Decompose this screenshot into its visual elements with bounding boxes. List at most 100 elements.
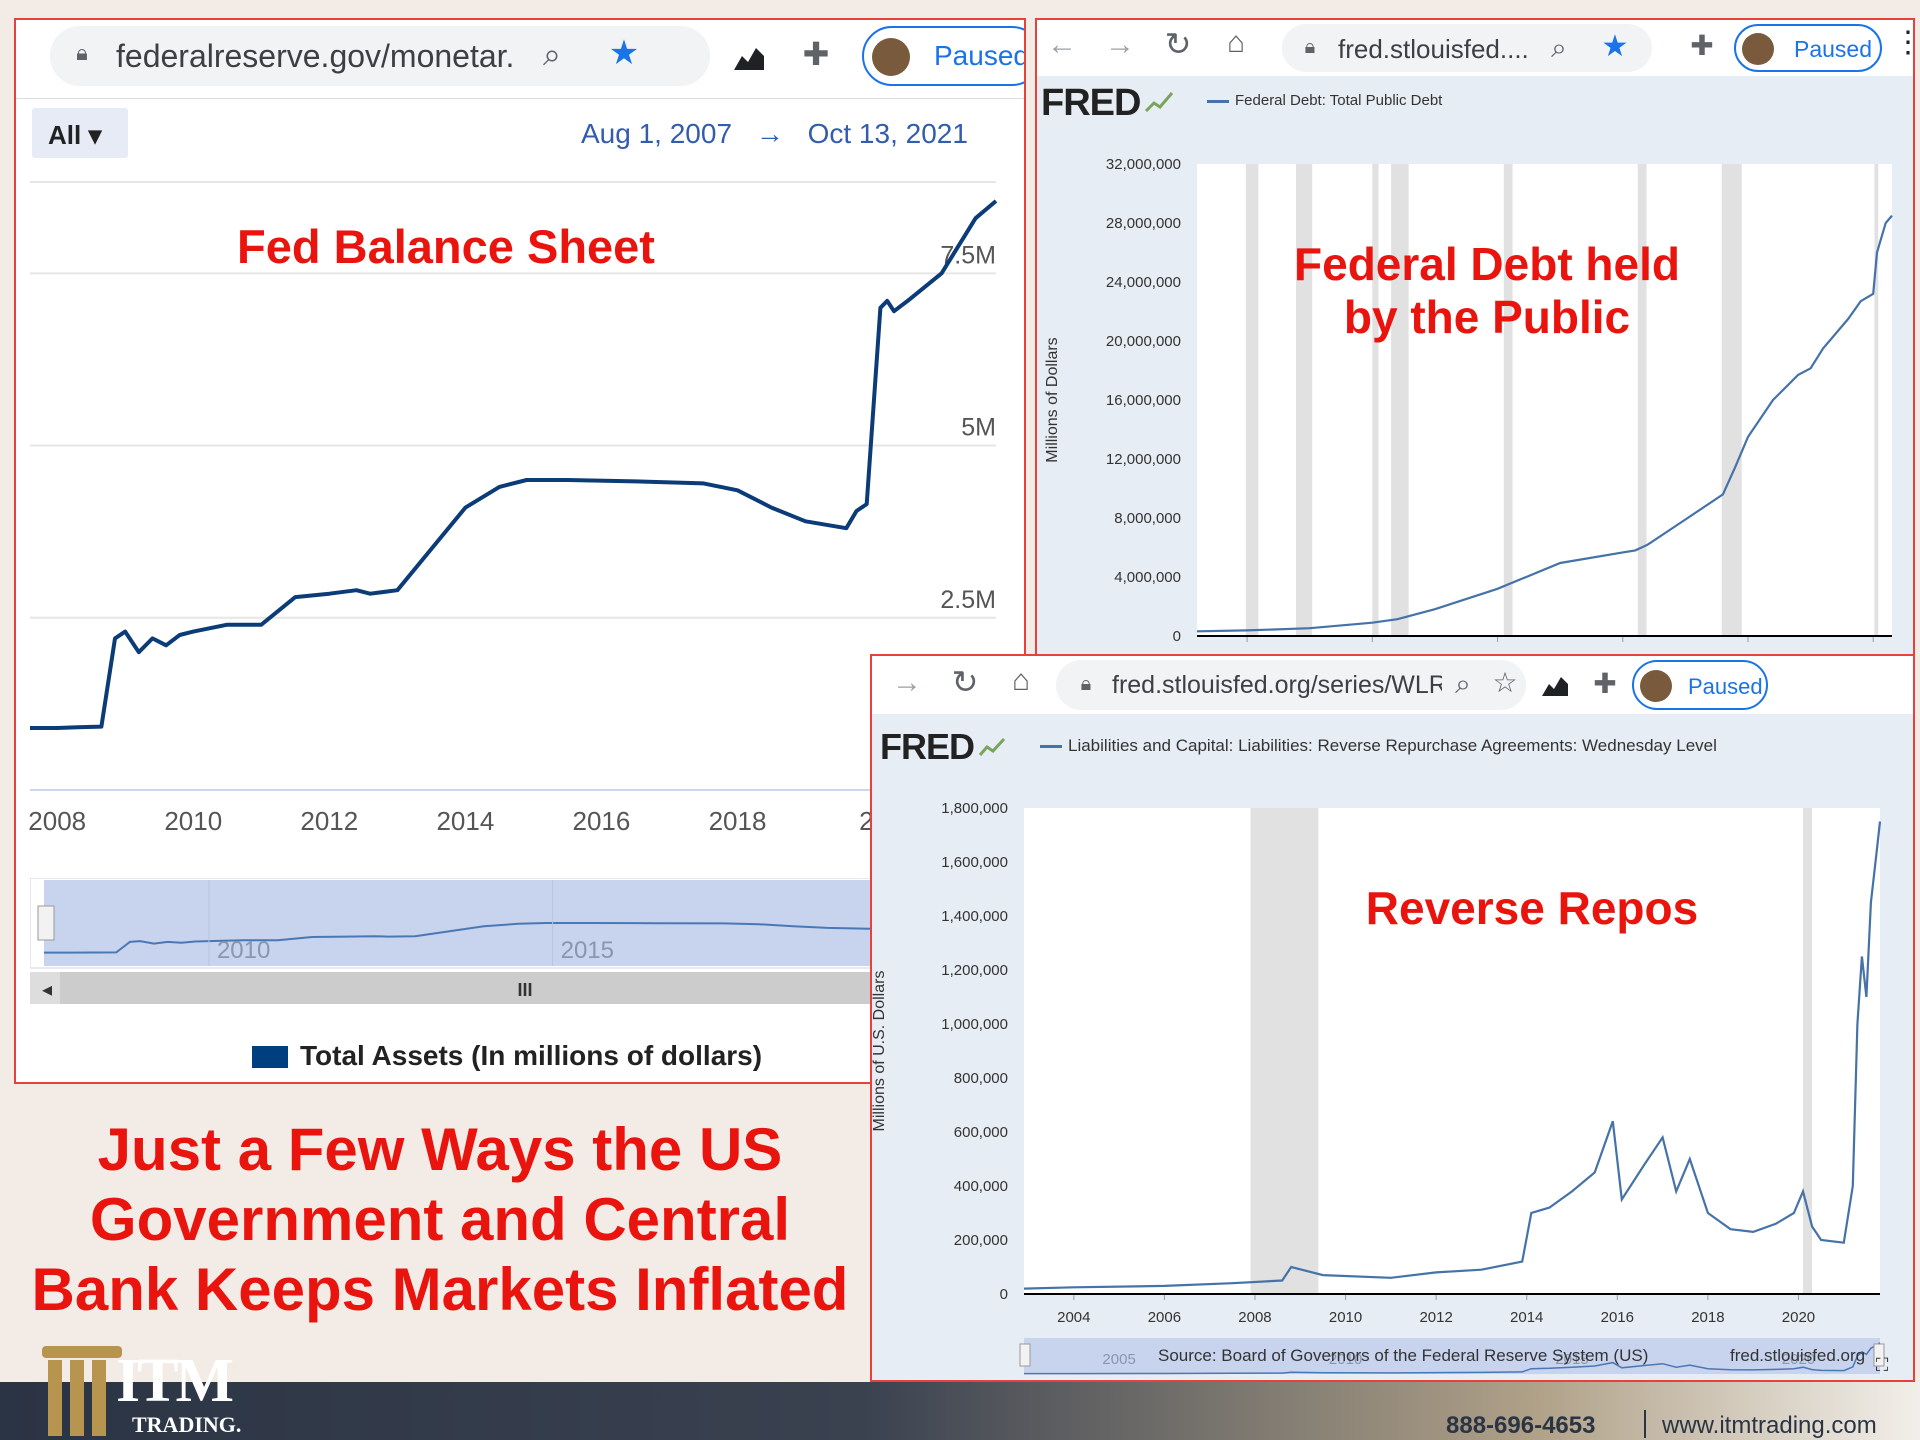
debt-title-line-2: by the Public bbox=[1343, 291, 1631, 344]
fred-logo-text: FRED bbox=[1041, 82, 1141, 124]
bookmark-star-outline-icon[interactable]: ☆ bbox=[1492, 667, 1518, 698]
chart-extension-icon[interactable] bbox=[1540, 672, 1570, 698]
recession-band bbox=[1803, 808, 1813, 1294]
series-line bbox=[1196, 214, 1893, 633]
logo-subtitle: TRADING. bbox=[132, 1412, 242, 1437]
logo-pillar-right bbox=[92, 1360, 106, 1436]
zoom-icon[interactable]: ⌕ bbox=[1455, 668, 1471, 699]
profile-paused-button[interactable]: Paused bbox=[862, 26, 1024, 86]
profile-paused-button[interactable]: Paused bbox=[1734, 24, 1882, 72]
fred-logo[interactable]: FRED bbox=[1041, 82, 1176, 125]
x-tick-label: 2010 bbox=[1731, 651, 1764, 658]
chart-extension-icon[interactable] bbox=[732, 42, 766, 72]
forward-arrow-icon[interactable]: → bbox=[1105, 28, 1135, 61]
navigator-label: 2015 bbox=[1555, 1351, 1588, 1368]
profile-paused-button[interactable]: Paused bbox=[1632, 660, 1768, 710]
date-from[interactable]: Aug 1, 2007 bbox=[581, 118, 733, 149]
federal-debt-window: ← → ↻ ⌂ 🔒︎ fred.stlouisfed.... ⌕ ★ ✚ Pau… bbox=[1035, 18, 1915, 658]
headline-line-3: Bank Keeps Markets Inflated bbox=[31, 1256, 849, 1324]
y-tick-label: 0 bbox=[1000, 1286, 1008, 1303]
zoom-icon[interactable]: ⌕ bbox=[1551, 32, 1567, 63]
series-line-swatch bbox=[1207, 99, 1229, 103]
home-icon[interactable]: ⌂ bbox=[1011, 664, 1031, 697]
extensions-puzzle-icon[interactable]: ✚ bbox=[1593, 668, 1617, 699]
address-bar[interactable]: 🔒︎ fred.stlouisfed.org/series/WLRRAL ⌕ ☆ bbox=[1056, 660, 1526, 710]
y-tick-label: 1,600,000 bbox=[941, 854, 1008, 871]
y-tick-label: 24,000,000 bbox=[1106, 274, 1181, 291]
footer-separator bbox=[1644, 1410, 1646, 1438]
x-tick-label: 2018 bbox=[1691, 1309, 1724, 1326]
reload-icon[interactable]: ↻ bbox=[1164, 26, 1192, 62]
x-tick-label: 2006 bbox=[1148, 1309, 1181, 1326]
series-title-text: Federal Debt: Total Public Debt bbox=[1235, 92, 1443, 109]
x-tick-label: 2016 bbox=[573, 806, 631, 836]
y-tick-label: 0 bbox=[1173, 628, 1181, 645]
x-tick-label: 2008 bbox=[1238, 1309, 1271, 1326]
plot-area bbox=[1024, 808, 1880, 1294]
paused-label: Paused bbox=[1794, 36, 1873, 62]
legend-swatch bbox=[252, 1046, 288, 1068]
fed-legend[interactable]: Total Assets (In millions of dollars) bbox=[252, 1040, 762, 1072]
url-text: fred.stlouisfed.... bbox=[1338, 34, 1528, 64]
x-tick-label: 2012 bbox=[300, 806, 358, 836]
forward-arrow-icon[interactable]: → bbox=[892, 666, 922, 699]
fred-logo-text: FRED bbox=[880, 726, 975, 767]
reverse-repo-window: → ↻ ⌂ 🔒︎ fred.stlouisfed.org/series/WLRR… bbox=[870, 654, 1915, 1382]
recession-band bbox=[1372, 164, 1379, 636]
recession-band bbox=[1295, 164, 1313, 636]
navigator-selection bbox=[1024, 1338, 1880, 1374]
x-tick-label: 2008 bbox=[28, 806, 86, 836]
y-tick-label: 1,200,000 bbox=[941, 962, 1008, 979]
range-all-button[interactable]: All ▾ bbox=[32, 108, 128, 158]
address-bar[interactable]: 🔒︎ fred.stlouisfed.... ⌕ ★ bbox=[1282, 24, 1652, 72]
debt-overlay-title: Federal Debt held by the Public bbox=[1247, 238, 1727, 345]
url-text: fred.stlouisfed.org/series/WLRRAL bbox=[1112, 671, 1442, 699]
address-bar[interactable]: 🔒︎ federalreserve.gov/monetar... ⌕ ★ bbox=[50, 26, 710, 86]
bookmark-star-icon[interactable]: ★ bbox=[608, 34, 640, 72]
phone-number[interactable]: 888-696-4653 bbox=[1446, 1412, 1596, 1439]
y-tick-label: 1,400,000 bbox=[941, 908, 1008, 925]
zoom-icon[interactable]: ⌕ bbox=[543, 36, 561, 72]
date-to[interactable]: Oct 13, 2021 bbox=[807, 118, 968, 149]
fred-graph-icon bbox=[978, 737, 1006, 756]
slide-headline: Just a Few Ways the US Government and Ce… bbox=[10, 1115, 870, 1326]
navigator-label: 2015 bbox=[561, 937, 614, 964]
fed-balance-sheet-window: 🔒︎ federalreserve.gov/monetar... ⌕ ★ ✚ P… bbox=[14, 18, 1026, 1084]
series-line bbox=[1023, 821, 1882, 1290]
date-range: Aug 1, 2007 → Oct 13, 2021 bbox=[581, 118, 968, 150]
x-tick-label: 2014 bbox=[1510, 1309, 1543, 1326]
browser-toolbar: → ↻ ⌂ 🔒︎ fred.stlouisfed.org/series/WLRR… bbox=[872, 656, 1913, 714]
debt-title-line-1: Federal Debt held bbox=[1294, 238, 1680, 290]
website-link[interactable]: www.itmtrading.com bbox=[1662, 1412, 1877, 1439]
recession-band bbox=[1391, 164, 1409, 636]
x-tick-label: 1970 bbox=[1230, 651, 1263, 658]
reverse-repo-chart: 0 200,000 400,000 600,000 800,000 1,000,000 1,… bbox=[872, 800, 1885, 1375]
x-tick-label: 1990 bbox=[1481, 651, 1514, 658]
series-line-swatch bbox=[1040, 745, 1062, 749]
scrollbar-thumb bbox=[60, 972, 1020, 1004]
fullscreen-icon[interactable]: ⛶ bbox=[1875, 1355, 1889, 1375]
toolbar-divider bbox=[16, 98, 1024, 99]
reload-icon[interactable]: ↻ bbox=[951, 664, 979, 700]
home-icon[interactable]: ⌂ bbox=[1226, 26, 1246, 59]
footer-bar bbox=[0, 1382, 1920, 1440]
y-tick-label: 1,000,000 bbox=[941, 1016, 1008, 1033]
menu-dots-icon[interactable]: ⋮ bbox=[1893, 28, 1913, 58]
headline-line-1: Just a Few Ways the US bbox=[97, 1116, 783, 1183]
extensions-puzzle-icon[interactable]: ✚ bbox=[802, 36, 830, 72]
site-link[interactable]: fred.stlouisfed.org bbox=[1730, 1346, 1866, 1365]
date-arrow: → bbox=[755, 118, 784, 149]
lock-icon: 🔒︎ bbox=[76, 40, 88, 65]
x-tick-label: 2010 bbox=[164, 806, 222, 836]
repo-series-title: Liabilities and Capital: Liabilities: Re… bbox=[1040, 736, 1717, 756]
range-all-label: All ▾ bbox=[48, 120, 102, 150]
recession-band bbox=[1503, 164, 1513, 636]
fred-logo[interactable]: FRED bbox=[880, 726, 1008, 768]
headline-line-2: Government and Central bbox=[89, 1186, 791, 1254]
navigator-label: 2010 bbox=[1329, 1351, 1362, 1368]
back-arrow-icon[interactable]: ← bbox=[1047, 28, 1077, 61]
bookmark-star-icon[interactable]: ★ bbox=[1601, 30, 1629, 63]
extensions-puzzle-icon[interactable]: ✚ bbox=[1690, 30, 1714, 61]
